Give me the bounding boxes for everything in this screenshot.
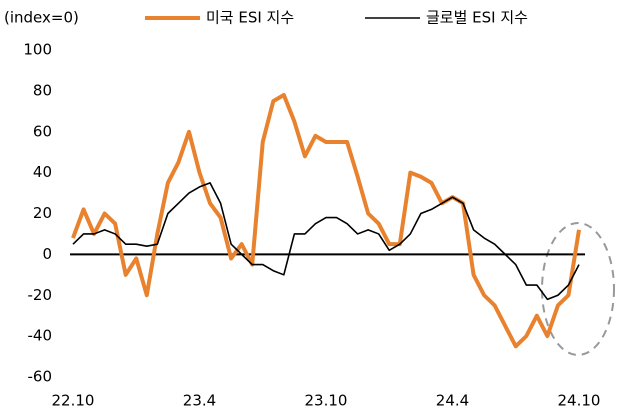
y-tick-label: 40 — [33, 163, 52, 181]
x-tick-label: 23.4 — [183, 392, 216, 410]
y-tick-label: 0 — [42, 245, 52, 263]
y-axis-label: (index=0) — [4, 9, 79, 27]
x-tick-label: 22.10 — [52, 392, 95, 410]
y-tick-label: 80 — [33, 81, 52, 99]
y-tick-label: 60 — [33, 122, 52, 140]
y-tick-label: -40 — [28, 327, 53, 345]
highlight-ellipse — [541, 222, 615, 356]
x-tick-label: 23.10 — [305, 392, 348, 410]
y-tick-label: 20 — [33, 204, 52, 222]
y-tick-label: -20 — [28, 286, 53, 304]
series-line — [71, 92, 581, 349]
legend-label: 미국 ESI 지수 — [206, 9, 294, 27]
x-tick-label: 24.4 — [436, 392, 469, 410]
series-line — [72, 182, 580, 301]
y-tick-label: 100 — [23, 41, 52, 59]
legend-label: 글로벌 ESI 지수 — [426, 9, 528, 27]
y-tick-label: -60 — [28, 368, 53, 386]
x-tick-label: 24.10 — [558, 392, 601, 410]
